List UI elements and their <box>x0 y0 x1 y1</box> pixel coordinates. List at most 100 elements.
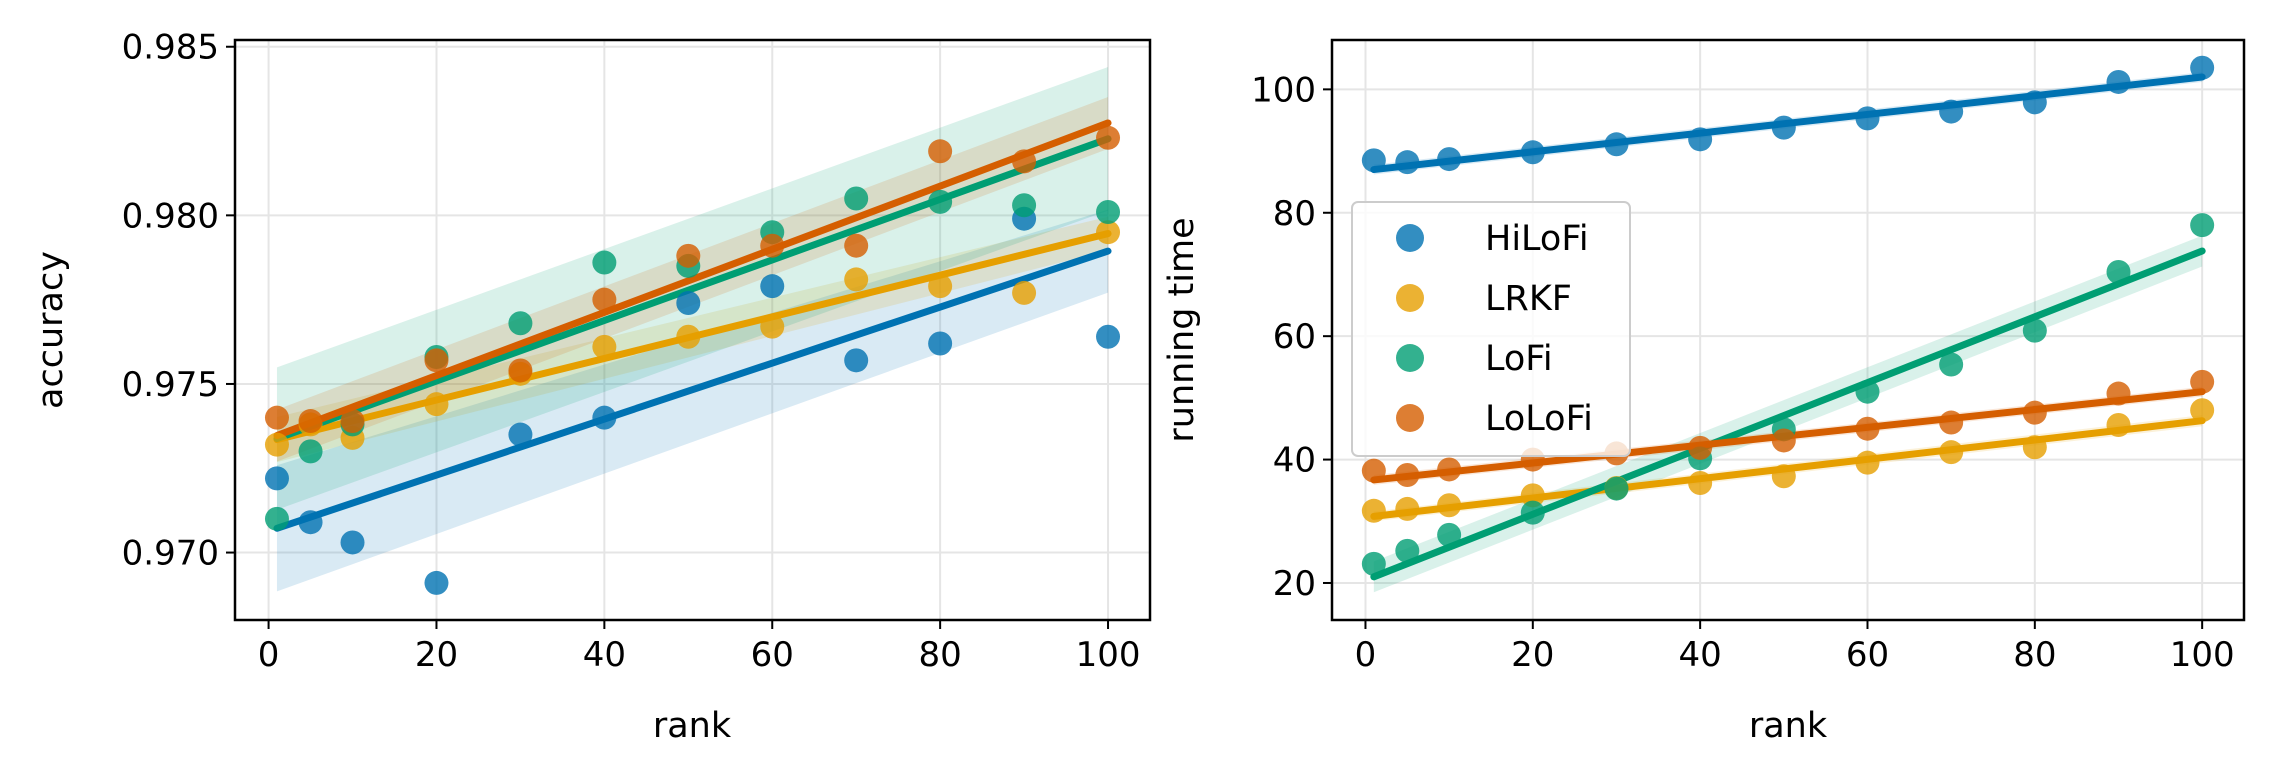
left-lolofi-point <box>676 243 701 268</box>
right-y-tick-label: 80 <box>1273 194 1316 234</box>
right-lrkf-point <box>1520 483 1545 508</box>
left-hilofi-point <box>760 274 785 299</box>
left-lofi-fit-line <box>273 135 1112 443</box>
left-hilofi-point <box>298 510 323 535</box>
left-data-points <box>264 125 1121 595</box>
left-hilofi-point <box>340 530 365 555</box>
left-lolofi-point <box>340 409 365 434</box>
left-hilofi-point <box>844 348 869 373</box>
right-x-ticks: 0 20 40 60 80 100 <box>1355 620 2235 675</box>
legend-marker-hilofi <box>1396 224 1424 252</box>
right-lrkf-point <box>1939 440 1964 465</box>
right-lofi-point <box>2022 318 2047 343</box>
right-y-tick-label: 100 <box>1251 70 1316 110</box>
left-lolofi-point <box>508 358 533 383</box>
right-x-tick-label: 60 <box>1846 635 1889 675</box>
right-hilofi-point <box>1939 99 1964 124</box>
right-hilofi-point <box>2106 69 2131 94</box>
left-hilofi-point <box>592 405 617 430</box>
left-hilofi-point <box>676 291 701 316</box>
right-lolofi-point <box>2106 381 2131 406</box>
left-hilofi-point <box>264 466 289 491</box>
right-hilofi-point <box>2190 55 2215 80</box>
left-axes-frame <box>233 38 1152 622</box>
right-lofi-point <box>1361 551 1386 576</box>
left-lrkf-point <box>1012 280 1037 305</box>
legend-entries: HiLoFi LRKF LoFi LoLoFi <box>1396 219 1593 439</box>
right-lrkf-point <box>1771 464 1796 489</box>
legend-label-lrkf: LRKF <box>1485 279 1572 319</box>
left-lolofi-point <box>928 139 953 164</box>
right-lrkf-point <box>1361 498 1386 523</box>
right-y-tick-label: 20 <box>1273 564 1316 604</box>
right-y-tick-label: 40 <box>1273 441 1316 481</box>
right-lofi-point <box>1604 476 1629 501</box>
left-hilofi-fit-line <box>273 247 1112 532</box>
left-lrkf-point <box>592 334 617 359</box>
right-hilofi-point <box>1361 148 1386 173</box>
left-lolofi-point <box>1096 125 1121 150</box>
left-lolofi-point <box>298 409 323 434</box>
right-hilofi-point <box>1771 115 1796 140</box>
legend-marker-lrkf <box>1396 284 1424 312</box>
right-lrkf-point <box>1688 471 1713 496</box>
right-lolofi-point <box>1437 457 1462 482</box>
right-x-tick-label: 20 <box>1511 635 1554 675</box>
right-hilofi-point <box>1395 150 1420 175</box>
left-x-tick-label: 20 <box>415 635 458 675</box>
left-lrkf-point <box>424 392 449 417</box>
left-lolofi-point <box>592 287 617 312</box>
right-hilofi-point <box>1604 132 1629 157</box>
left-lrkf-point <box>928 274 953 299</box>
right-lolofi-point <box>2022 400 2047 425</box>
left-lofi-point <box>1012 193 1037 218</box>
left-lofi-point <box>1096 199 1121 224</box>
left-lolofi-point <box>424 348 449 373</box>
right-lrkf-point <box>2190 398 2215 423</box>
legend-label-hilofi: HiLoFi <box>1485 219 1589 259</box>
left-x-tick-label: 0 <box>258 635 280 675</box>
left-y-tick-label: 0.970 <box>122 534 219 574</box>
left-lrkf-point <box>676 324 701 349</box>
right-y-axis-label: running time <box>1162 217 1202 442</box>
right-lofi-point <box>1855 379 1880 404</box>
left-x-tick-label: 80 <box>919 635 962 675</box>
right-x-tick-label: 100 <box>2170 635 2235 675</box>
left-lolofi-point <box>844 233 869 258</box>
right-lofi-point <box>1437 522 1462 547</box>
left-fit-lines <box>273 119 1112 532</box>
accuracy-chart: 0 20 40 60 80 100 0.970 0.975 0.980 0.985 rank a… <box>31 28 1152 746</box>
right-x-tick-label: 0 <box>1355 635 1377 675</box>
right-lrkf-point <box>2022 435 2047 460</box>
right-hilofi-point <box>1520 140 1545 165</box>
right-hilofi-point <box>1688 127 1713 152</box>
left-lolofi-point <box>760 233 785 258</box>
left-hilofi-point <box>928 331 953 356</box>
left-lofi-point <box>298 439 323 464</box>
left-lofi-point <box>928 189 953 214</box>
left-y-tick-label: 0.985 <box>122 28 219 68</box>
right-lofi-point <box>2106 260 2131 284</box>
running-time-chart: 0 20 40 60 80 100 20 40 60 80 100 rank running ti… <box>1162 38 2246 746</box>
right-y-ticks: 20 40 60 80 100 <box>1251 70 1332 604</box>
left-lolofi-point <box>264 405 289 430</box>
right-lrkf-point <box>1437 493 1462 518</box>
legend-label-lofi: LoFi <box>1485 339 1553 379</box>
right-lofi-point <box>1939 352 1964 377</box>
left-lrkf-point <box>760 314 785 339</box>
left-lofi-point <box>508 311 533 336</box>
legend-marker-lolofi <box>1396 404 1424 432</box>
left-y-ticks: 0.970 0.975 0.980 0.985 <box>122 28 235 574</box>
left-x-tick-label: 100 <box>1076 635 1141 675</box>
right-lofi-point <box>2190 213 2215 238</box>
right-x-axis-label: rank <box>1749 706 1828 746</box>
left-hilofi-point <box>508 422 533 447</box>
left-y-tick-label: 0.975 <box>122 365 219 405</box>
legend-marker-lofi <box>1396 344 1424 372</box>
right-lolofi-point <box>2190 369 2215 394</box>
right-lolofi-point <box>1855 416 1880 441</box>
right-y-tick-label: 60 <box>1273 317 1316 357</box>
right-data-points <box>1361 55 2215 576</box>
left-hilofi-point <box>1096 324 1121 349</box>
left-x-tick-label: 40 <box>583 635 626 675</box>
